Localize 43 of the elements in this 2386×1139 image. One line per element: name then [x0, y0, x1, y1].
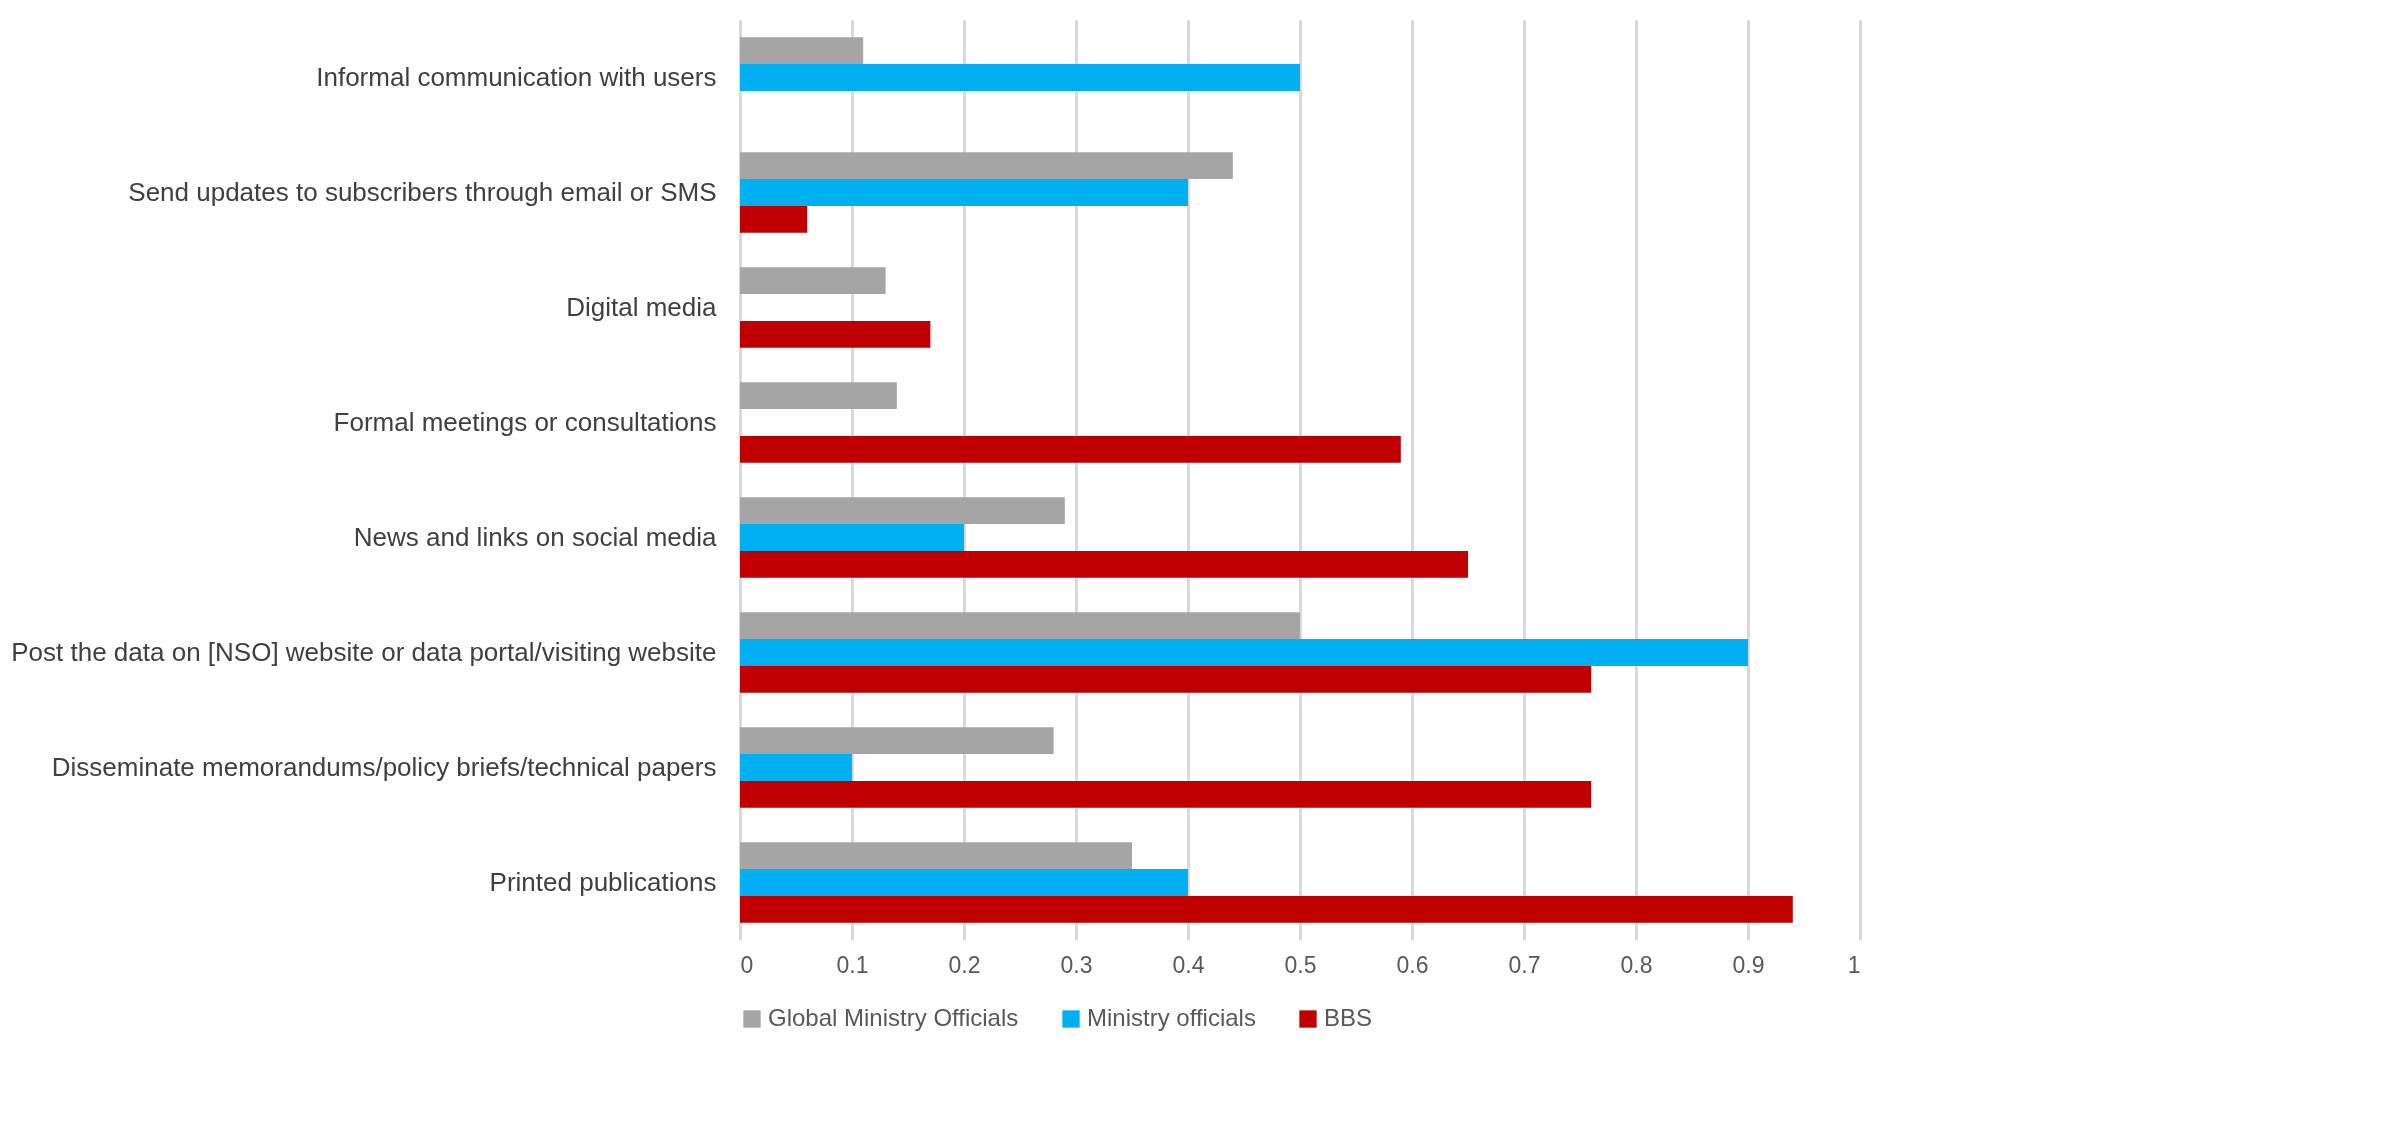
bar [740, 524, 964, 551]
bar [740, 267, 886, 295]
bar [740, 320, 931, 348]
y-tick-label: News and links on social media [353, 521, 718, 552]
y-tick-label: Formal meetings or consultations [333, 406, 717, 437]
bar [740, 205, 808, 233]
y-tick-label: Informal communication with users [316, 61, 717, 92]
y-tick-label: Printed publications [489, 866, 717, 897]
x-tick-label: 0.4 [1172, 951, 1205, 978]
x-tick-label: 1 [1847, 951, 1861, 978]
bar [740, 639, 1748, 666]
x-tick-label: 0.9 [1732, 951, 1765, 978]
bar [740, 869, 1188, 896]
bar [740, 64, 1300, 91]
bar [740, 37, 864, 65]
y-tick-label: Digital media [566, 291, 718, 322]
legend-label: Global Ministry Officials [768, 1004, 1019, 1031]
x-tick-label: 0.2 [948, 951, 981, 978]
x-tick-label: 0.1 [836, 951, 869, 978]
bar [740, 727, 1054, 755]
bar [740, 152, 1233, 180]
bar [740, 754, 852, 781]
x-tick-label: 0 [740, 951, 754, 978]
x-tick-label: 0.7 [1508, 951, 1541, 978]
bar [740, 179, 1188, 206]
bar [740, 550, 1468, 578]
bar [740, 895, 1793, 923]
x-tick-label: 0.8 [1620, 951, 1653, 978]
legend-label: BBS [1324, 1004, 1373, 1031]
bar [740, 665, 1592, 693]
bar [740, 382, 897, 410]
bar [740, 497, 1065, 525]
y-tick-label: Send updates to subscribers through email or SMS [128, 176, 717, 207]
bar [740, 780, 1592, 808]
y-tick-label: Disseminate memorandums/policy briefs/technical papers [51, 751, 717, 782]
x-tick-label: 0.6 [1396, 951, 1429, 978]
x-tick-label: 0.5 [1284, 951, 1317, 978]
bar [740, 842, 1132, 870]
y-tick-label: Post the data on [NSO] website or data portal/visiting website [11, 636, 717, 667]
x-tick-label: 0.3 [1060, 951, 1093, 978]
bar [740, 435, 1401, 463]
bar [740, 612, 1300, 640]
legend-label: Ministry officials [1087, 1004, 1256, 1031]
